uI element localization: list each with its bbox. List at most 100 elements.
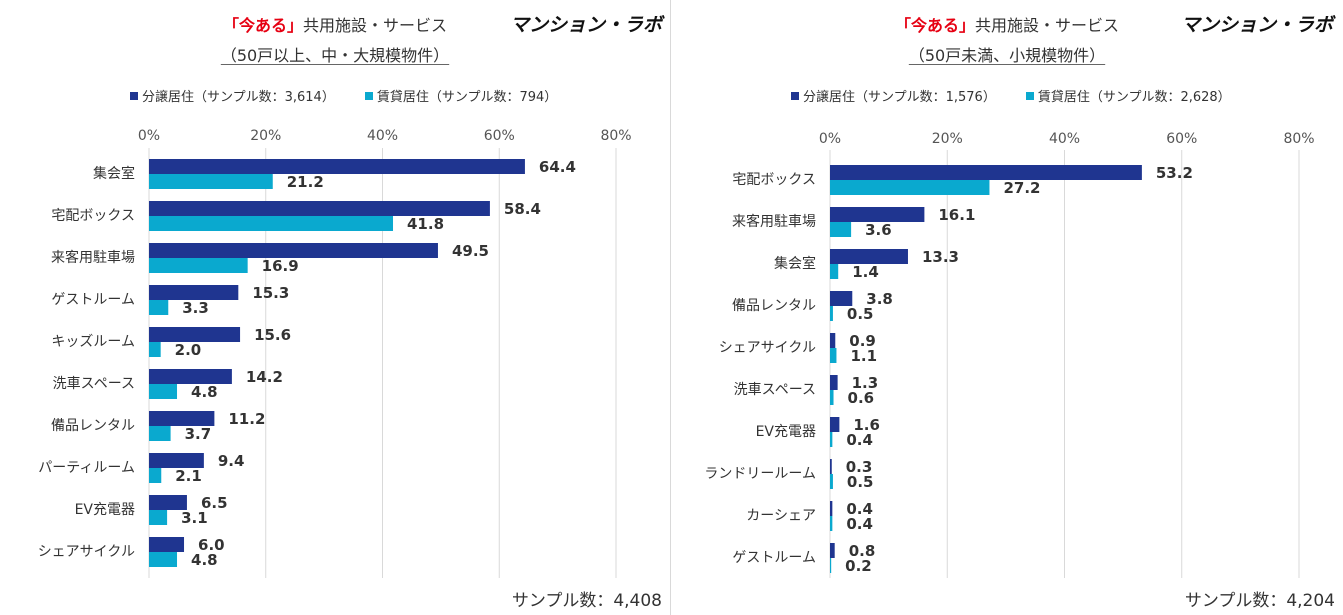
tick-label: 80%	[1283, 131, 1314, 147]
bar-chintai	[149, 510, 168, 525]
chart-panel-right: 「今ある」共用施設・サービス （50戸未満、小規模物件） マンション・ラボ 分譲…	[671, 0, 1343, 615]
data-label: 21.2	[287, 173, 324, 191]
data-label: 3.7	[185, 425, 212, 443]
category-label: EV充電器	[756, 424, 816, 440]
tick-label: 60%	[1166, 131, 1197, 147]
legend-swatch-chintai	[364, 91, 373, 100]
data-label: 1.6	[853, 416, 880, 434]
legend-label-bunjo: 分譲居住（サンプル数：3,614）	[142, 90, 335, 105]
bar-bunjo	[149, 495, 187, 510]
category-label: シェアサイクル	[719, 340, 816, 356]
chart-subtitle-text: （50戸未満、小規模物件）	[908, 46, 1106, 65]
data-label: 1.1	[850, 347, 877, 365]
bar-bunjo	[830, 291, 853, 306]
legend-swatch-bunjo	[791, 91, 799, 100]
data-label: 0.4	[846, 515, 873, 533]
chart-title: 「今ある」共用施設・サービス	[671, 12, 1343, 36]
bar-chintai	[830, 306, 833, 321]
bar-chintai	[149, 174, 273, 189]
bar-chintai	[149, 552, 178, 567]
brand-logo: マンション・ラボ	[1181, 14, 1334, 36]
data-label: 6.0	[198, 536, 225, 554]
chart-title: 「今ある」共用施設・サービス	[0, 12, 670, 36]
bar-bunjo	[149, 537, 185, 552]
category-label: キッズルーム	[51, 334, 135, 350]
bar-chintai	[830, 474, 833, 489]
data-label: 0.9	[849, 332, 876, 350]
data-label: 0.3	[846, 458, 873, 476]
bar-chintai	[149, 468, 162, 483]
data-label: 27.2	[1003, 179, 1040, 197]
bar-chintai	[149, 300, 169, 315]
data-label: 6.5	[201, 494, 228, 512]
chart-subtitle: （50戸未満、小規模物件）	[671, 42, 1343, 66]
sample-total: サンプル数：4,408	[511, 591, 662, 611]
bar-bunjo	[149, 201, 490, 216]
bar-bunjo	[830, 501, 833, 516]
data-label: 14.2	[246, 368, 283, 386]
bar-chintai	[149, 342, 161, 357]
chart-legend: 分譲居住（サンプル数：1,576） 賃貸居住（サンプル数：2,628）	[791, 86, 1231, 105]
data-label: 0.6	[848, 389, 875, 407]
bar-bunjo	[830, 333, 836, 348]
bar-chintai	[830, 390, 834, 405]
legend-item-chintai: 賃貸居住（サンプル数：794）	[364, 86, 557, 105]
tick-label: 20%	[250, 128, 281, 144]
bar-chintai	[830, 180, 990, 195]
bar-bunjo	[830, 417, 840, 432]
chart-title-accent: 「今ある」	[894, 16, 975, 35]
bar-chart-left: 0% 20% 40% 60% 80% 集会室 64.4 21.2 宅配ボックス 58.4 41.8 来…	[38, 128, 632, 578]
chart-title-text: 共用施設・サービス	[303, 16, 448, 35]
legend-item-chintai: 賃貸居住（サンプル数：2,628）	[1025, 86, 1231, 105]
data-label: 4.8	[191, 551, 218, 569]
chart-title-accent: 「今ある」	[222, 16, 303, 35]
data-label: 0.8	[849, 542, 876, 560]
chart-panel-left: 「今ある」共用施設・サービス （50戸以上、中・大規模物件） マンション・ラボ …	[0, 0, 671, 615]
data-label: 0.4	[846, 500, 873, 518]
bar-bunjo	[830, 375, 838, 390]
chart-subtitle: （50戸以上、中・大規模物件）	[0, 42, 670, 66]
bar-chintai	[830, 264, 839, 279]
data-label: 4.8	[191, 383, 218, 401]
data-label: 49.5	[452, 242, 489, 260]
data-label: 0.4	[846, 431, 873, 449]
sample-total: サンプル数：4,204	[1184, 591, 1335, 611]
tick-label: 20%	[932, 131, 963, 147]
bar-bunjo	[830, 249, 908, 264]
data-label: 13.3	[922, 248, 959, 266]
bar-chintai	[830, 558, 832, 573]
category-label: 洗車スペース	[734, 381, 816, 398]
bar-chintai	[830, 516, 833, 531]
data-label: 58.4	[504, 200, 541, 218]
data-label: 11.2	[228, 410, 265, 428]
category-label: 洗車スペース	[53, 375, 135, 392]
bar-bunjo	[830, 459, 832, 474]
data-label: 1.3	[852, 374, 879, 392]
bar-bunjo	[149, 327, 241, 342]
category-label: 来客用駐車場	[732, 213, 816, 230]
category-label: 来客用駐車場	[51, 249, 135, 266]
legend-swatch-chintai	[1025, 91, 1034, 100]
bar-bunjo	[830, 543, 835, 558]
data-label: 1.4	[852, 263, 879, 281]
bar-chintai	[830, 348, 837, 363]
tick-label: 0%	[819, 131, 841, 147]
bar-chintai	[149, 384, 178, 399]
chart-legend: 分譲居住（サンプル数：3,614） 賃貸居住（サンプル数：794）	[130, 86, 557, 105]
data-label: 0.2	[845, 557, 872, 575]
category-label: 宅配ボックス	[732, 172, 816, 188]
data-label: 3.3	[182, 299, 209, 317]
category-label: ランドリールーム	[704, 466, 816, 482]
data-label: 15.3	[252, 284, 289, 302]
data-label: 16.9	[262, 257, 299, 275]
tick-label: 40%	[1049, 131, 1080, 147]
tick-label: 60%	[484, 128, 515, 144]
data-label: 16.1	[938, 206, 975, 224]
data-label: 3.1	[181, 509, 208, 527]
category-label: EV充電器	[75, 502, 135, 518]
chart-subtitle-text: （50戸以上、中・大規模物件）	[220, 46, 450, 65]
bar-bunjo	[830, 165, 1142, 180]
legend-item-bunjo: 分譲居住（サンプル数：1,576）	[791, 86, 996, 105]
category-label: 集会室	[774, 255, 816, 272]
category-label: カーシェア	[746, 508, 816, 524]
